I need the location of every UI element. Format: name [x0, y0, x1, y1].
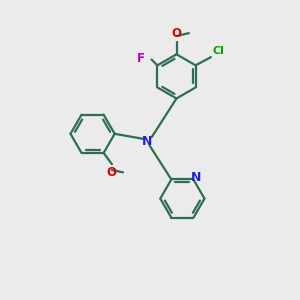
Text: O: O — [172, 27, 182, 40]
Text: N: N — [142, 135, 152, 148]
Text: O: O — [107, 166, 117, 179]
Text: F: F — [136, 52, 144, 65]
Text: N: N — [191, 171, 202, 184]
Text: Cl: Cl — [212, 46, 224, 56]
